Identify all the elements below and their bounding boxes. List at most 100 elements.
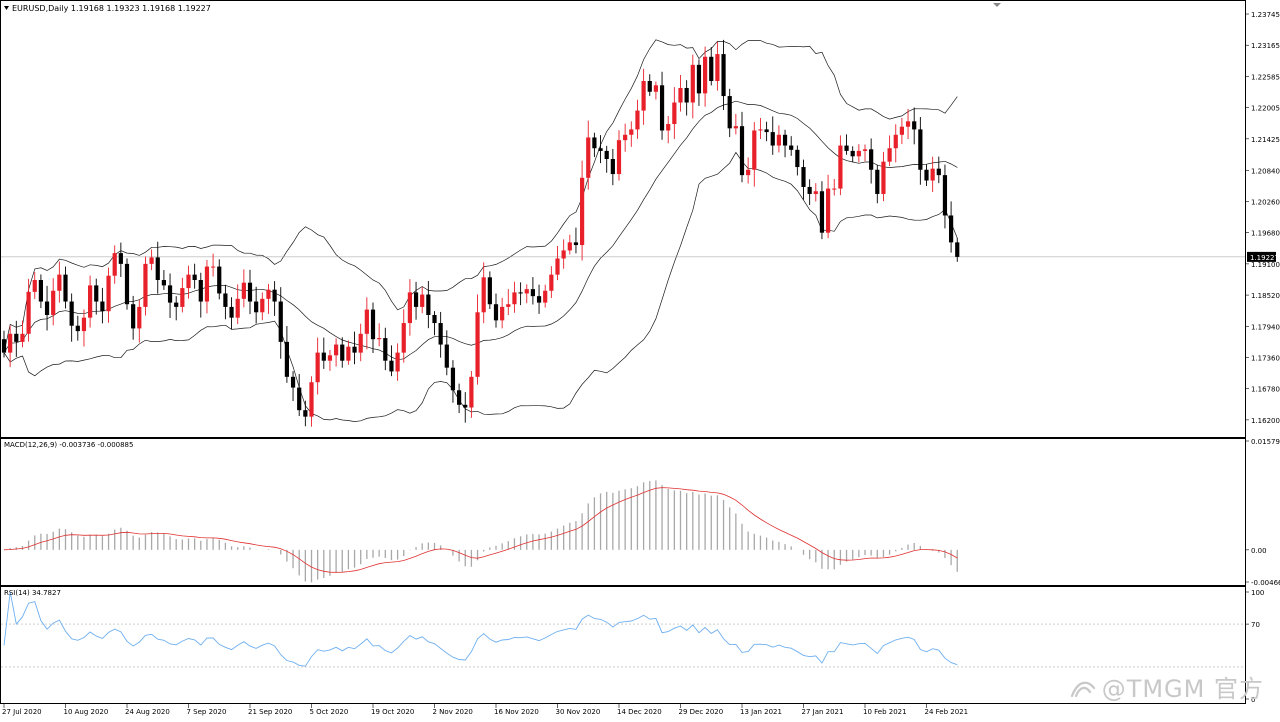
candle-body: [401, 323, 406, 353]
candle-body: [899, 126, 904, 135]
candle-body: [217, 266, 222, 294]
candle-body: [20, 333, 25, 342]
candle-body: [936, 168, 941, 176]
price-tick-label: 1.20260: [1251, 198, 1280, 206]
candle-body: [518, 292, 523, 294]
watermark-text: @TMGM 官方: [1101, 675, 1264, 703]
candle-body: [641, 80, 646, 111]
candle-body: [666, 124, 671, 131]
candle-body: [930, 168, 935, 181]
time-tick-label: 10 Aug 2020: [64, 708, 109, 716]
bollinger-middle-line: [3, 100, 958, 361]
candle-body: [512, 292, 517, 305]
price-tick-label: 1.23165: [1251, 42, 1280, 50]
candle-body: [764, 129, 769, 133]
candle-body: [912, 121, 917, 130]
candle-body: [530, 289, 535, 297]
candle-body: [334, 344, 339, 356]
candle-body: [475, 312, 480, 377]
candle-body: [51, 290, 56, 315]
candle-body: [635, 110, 640, 130]
candle-body: [167, 285, 173, 303]
candle-body: [229, 306, 234, 318]
candle-body: [44, 301, 50, 315]
price-tick-label: 1.21425: [1251, 136, 1280, 144]
candle-body: [81, 317, 87, 332]
candle-body: [561, 250, 566, 259]
price-tick-label: 1.17940: [1251, 323, 1280, 331]
candle-body: [881, 161, 886, 194]
candle-body: [383, 338, 388, 361]
symbol-menu-icon[interactable]: [4, 6, 9, 10]
rsi-panel: [1, 591, 1245, 668]
candle-body: [340, 344, 345, 361]
candle-body: [616, 140, 622, 175]
macd-signal-line: [3, 487, 958, 573]
candle-body: [106, 275, 111, 312]
candle-body: [457, 390, 462, 405]
candle-body: [709, 56, 714, 81]
rsi-tick-label: 70: [1251, 621, 1260, 629]
candle-body: [832, 188, 837, 190]
candle-body: [653, 85, 658, 92]
candle-body: [223, 293, 228, 307]
candle-body: [801, 167, 806, 187]
candle-body: [647, 80, 652, 92]
candle-body: [420, 294, 425, 307]
candle-body: [955, 242, 960, 257]
candle-body: [696, 64, 702, 94]
candle-body: [536, 296, 542, 303]
candle-body: [346, 346, 351, 361]
candle-body: [690, 64, 695, 103]
candle-body: [869, 149, 874, 170]
price-tick-label: 1.20840: [1251, 167, 1280, 175]
candle-body: [352, 346, 357, 353]
candle-body: [604, 150, 609, 159]
candle-body: [463, 404, 468, 408]
candle-body: [278, 301, 283, 342]
candle-body: [739, 126, 745, 176]
candle-body: [284, 341, 289, 377]
macd-tick-label: 0.015794: [1251, 438, 1280, 446]
candle-body: [241, 282, 246, 299]
candle-body: [438, 323, 443, 345]
candle-body: [623, 134, 628, 141]
bollinger-lower-line: [3, 151, 958, 422]
candle-body: [672, 102, 677, 125]
rsi-line: [3, 591, 958, 667]
rsi-panel-frame: [0, 586, 1246, 704]
candle-body: [297, 387, 302, 411]
time-tick-label: 14 Dec 2020: [617, 708, 662, 716]
candle-body: [444, 344, 449, 368]
candle-body: [186, 274, 191, 289]
candle-body: [733, 126, 738, 129]
candle-body: [592, 137, 597, 149]
tmgm-logo-icon: [1070, 681, 1095, 698]
candle-body: [500, 306, 505, 321]
candle-body: [758, 129, 763, 131]
candle-body: [629, 129, 634, 135]
candle-body: [469, 376, 474, 408]
candle-body: [493, 304, 499, 321]
candle-body: [782, 134, 788, 146]
candle-body: [57, 274, 62, 291]
candle-body: [776, 134, 781, 146]
time-tick-label: 30 Nov 2020: [556, 708, 601, 716]
candle-body: [309, 382, 314, 417]
current-price-tag: [1247, 251, 1276, 262]
candle-body: [942, 175, 948, 216]
candle-body: [358, 333, 363, 353]
candle-body: [905, 121, 911, 127]
candle-body: [69, 301, 74, 326]
time-tick-label: 24 Aug 2020: [125, 708, 170, 716]
candle-body: [715, 54, 720, 81]
candle-body: [432, 314, 437, 324]
candle-body: [844, 145, 849, 151]
candle-body: [875, 169, 880, 194]
chart-shift-marker-icon[interactable]: [993, 3, 1001, 7]
candle-body: [856, 150, 861, 157]
candle-body: [211, 266, 216, 268]
candle-body: [407, 292, 412, 324]
